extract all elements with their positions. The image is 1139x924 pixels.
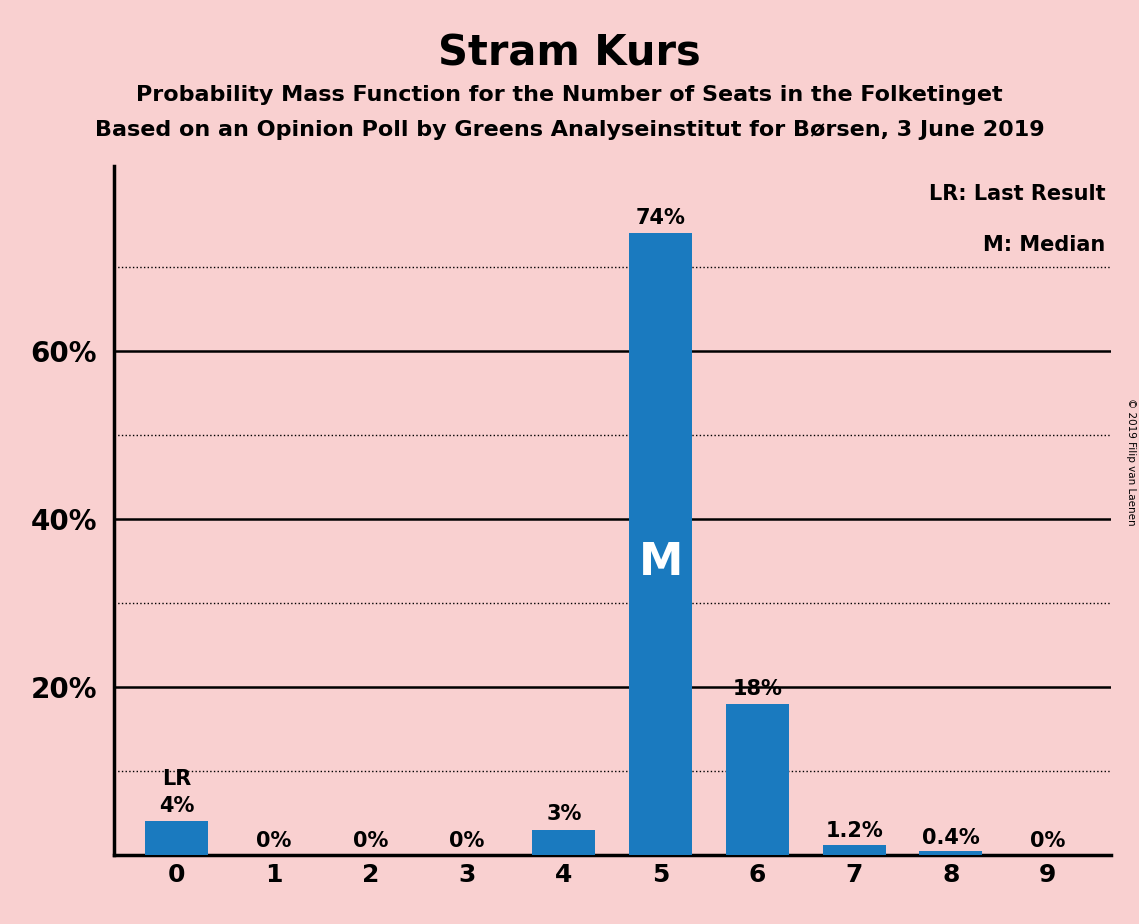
Text: LR: LR — [162, 769, 191, 789]
Text: 0%: 0% — [1030, 832, 1065, 851]
Text: Stram Kurs: Stram Kurs — [439, 32, 700, 74]
Bar — [726, 703, 789, 855]
Bar — [919, 851, 982, 855]
Text: 0%: 0% — [256, 832, 292, 851]
Text: 18%: 18% — [732, 678, 782, 699]
Text: M: M — [638, 541, 682, 584]
Text: 0%: 0% — [353, 832, 388, 851]
Text: 74%: 74% — [636, 209, 686, 228]
Bar — [822, 845, 885, 855]
Text: 0%: 0% — [450, 832, 485, 851]
Text: M: Median: M: Median — [983, 236, 1106, 255]
Bar — [146, 821, 208, 855]
Text: 0.4%: 0.4% — [921, 828, 980, 848]
Text: Probability Mass Function for the Number of Seats in the Folketinget: Probability Mass Function for the Number… — [137, 85, 1002, 105]
Text: © 2019 Filip van Laenen: © 2019 Filip van Laenen — [1126, 398, 1136, 526]
Text: Based on an Opinion Poll by Greens Analyseinstitut for Børsen, 3 June 2019: Based on an Opinion Poll by Greens Analy… — [95, 120, 1044, 140]
Text: 3%: 3% — [546, 805, 582, 824]
Text: 1.2%: 1.2% — [826, 821, 883, 841]
Text: LR: Last Result: LR: Last Result — [929, 184, 1106, 203]
Bar — [532, 830, 596, 855]
Bar — [629, 234, 693, 855]
Text: 4%: 4% — [159, 796, 195, 816]
